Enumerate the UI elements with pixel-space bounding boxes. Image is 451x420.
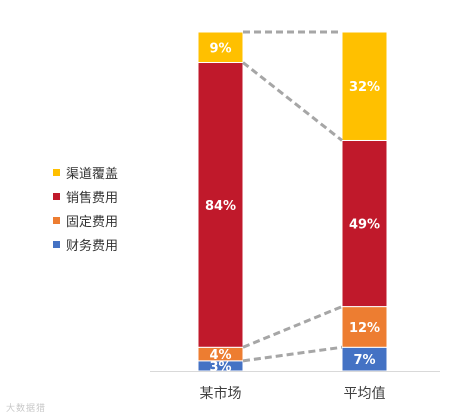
data-label-0-3: 9%: [209, 41, 231, 56]
chart-legend: 渠道覆盖 销售费用 固定费用 财务费用: [53, 160, 118, 256]
legend-item-qudao: 渠道覆盖: [53, 160, 118, 184]
legend-label-xiaoshou: 销售费用: [66, 190, 119, 206]
legend-label-caiwu: 财务费用: [66, 238, 119, 254]
bar-segment-1-3: [341, 31, 388, 141]
data-label-1-3: 32%: [349, 80, 380, 95]
legend-item-xiaoshou: 销售费用: [53, 184, 118, 208]
data-label-1-1: 12%: [349, 321, 380, 336]
legend-label-qudao: 渠道覆盖: [66, 166, 119, 182]
connector-line-1: [242, 61, 343, 142]
bar-segment-0-2: [197, 62, 244, 348]
data-label-1-0: 7%: [353, 353, 375, 368]
data-label-0-0: 3%: [209, 360, 231, 375]
legend-swatch-guding: [53, 216, 60, 224]
legend-label-guding: 固定费用: [66, 214, 119, 230]
legend-swatch-qudao: [53, 168, 60, 176]
x-tick-label-0: 某市场: [200, 385, 242, 402]
legend-item-caiwu: 财务费用: [53, 232, 118, 256]
connector-line-3: [242, 345, 343, 363]
watermark: 大数据猎: [6, 404, 47, 414]
connector-line-2: [242, 305, 343, 349]
legend-swatch-caiwu: [53, 240, 60, 248]
legend-item-guding: 固定费用: [53, 208, 118, 232]
legend-swatch-xiaoshou: [53, 192, 60, 200]
data-label-0-2: 84%: [205, 199, 236, 214]
data-label-0-1: 4%: [209, 348, 231, 363]
bar-segment-0-3: [197, 31, 244, 64]
data-label-1-2: 49%: [349, 218, 380, 233]
x-tick-label-1: 平均值: [344, 386, 386, 402]
